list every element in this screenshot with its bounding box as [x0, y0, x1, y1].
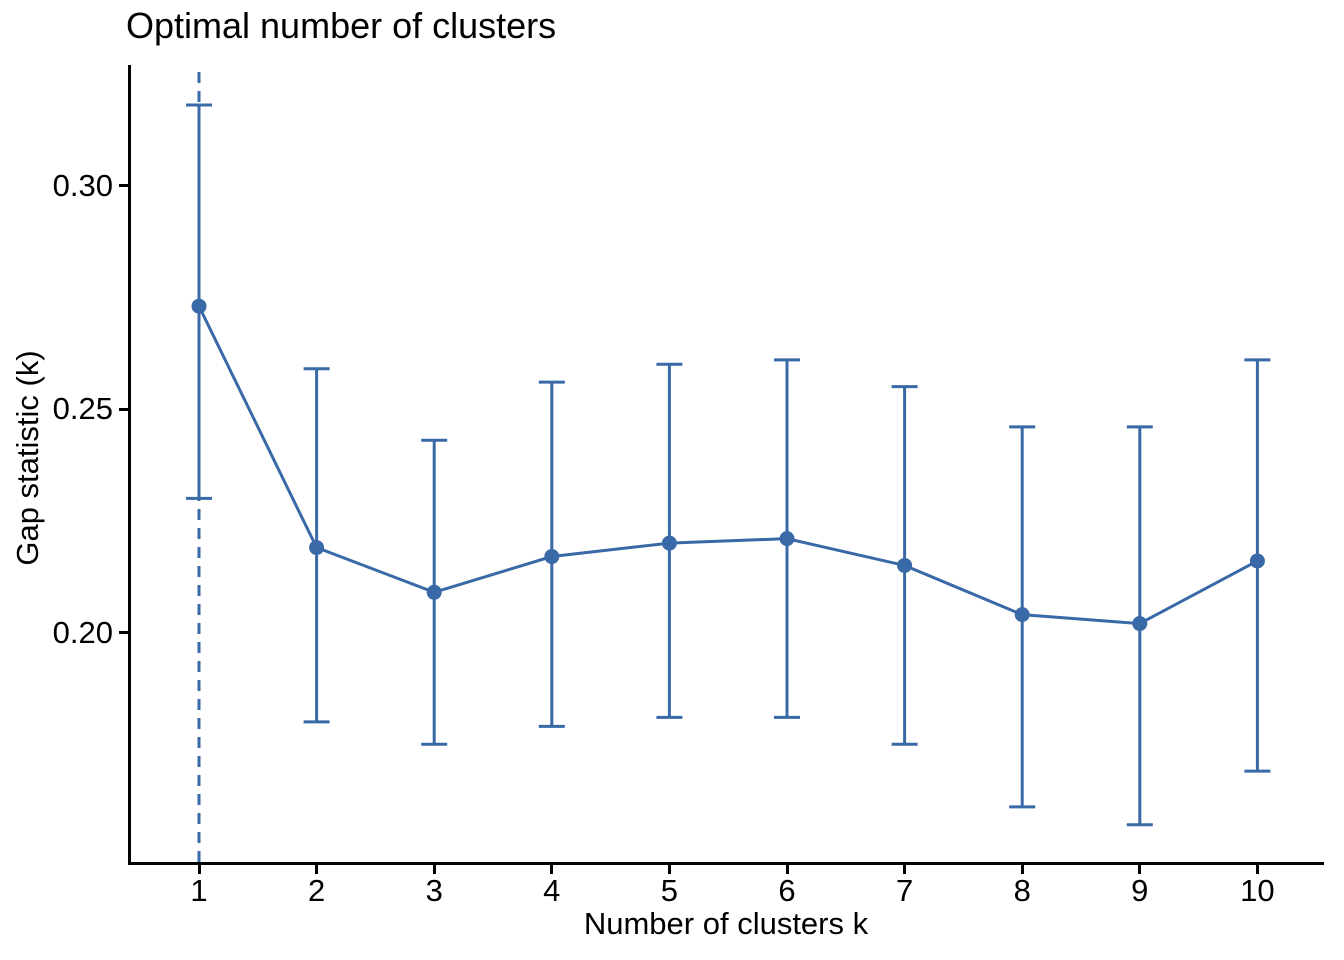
data-point	[897, 557, 913, 573]
y-tick-label: 0.20	[52, 614, 113, 650]
x-tick-label: 9	[1131, 873, 1149, 908]
x-tick-mark	[785, 865, 789, 874]
x-tick-mark	[903, 865, 907, 874]
x-tick-label: 1	[190, 873, 208, 908]
x-axis-title: Number of clusters k	[583, 906, 869, 941]
x-tick-mark	[432, 865, 436, 874]
x-tick-label: 3	[425, 873, 443, 908]
data-point	[779, 531, 795, 547]
chart-title: Optimal number of clusters	[126, 5, 557, 46]
data-point	[426, 584, 442, 600]
y-tick-mark	[119, 184, 128, 187]
x-tick-mark	[667, 865, 671, 874]
y-tick-mark	[119, 407, 128, 411]
y-tick-label: 0.30	[52, 167, 113, 203]
x-tick-mark	[315, 865, 319, 874]
data-point	[1132, 616, 1148, 632]
x-tick-label: 4	[543, 873, 561, 908]
data-point	[661, 535, 677, 551]
data-point	[309, 540, 325, 556]
y-tick-label: 0.25	[52, 391, 113, 426]
x-axis-line	[128, 862, 1324, 865]
x-tick-label: 6	[778, 873, 796, 908]
x-tick-label: 10	[1240, 873, 1275, 908]
x-tick-mark	[1255, 865, 1259, 874]
data-point	[191, 298, 207, 314]
x-tick-mark	[1020, 865, 1024, 874]
x-tick-mark	[550, 865, 554, 874]
gap-line	[197, 305, 1259, 626]
x-tick-label: 2	[307, 873, 326, 908]
data-point	[1014, 607, 1030, 623]
x-tick-label: 8	[1013, 873, 1031, 908]
x-tick-mark	[1138, 865, 1142, 874]
x-tick-label: 7	[895, 873, 914, 908]
y-tick-mark	[119, 631, 128, 634]
x-tick-mark	[197, 865, 201, 874]
y-axis-line	[128, 65, 131, 865]
data-point	[1249, 553, 1265, 569]
x-tick-label: 5	[660, 873, 679, 908]
data-point	[544, 549, 560, 565]
